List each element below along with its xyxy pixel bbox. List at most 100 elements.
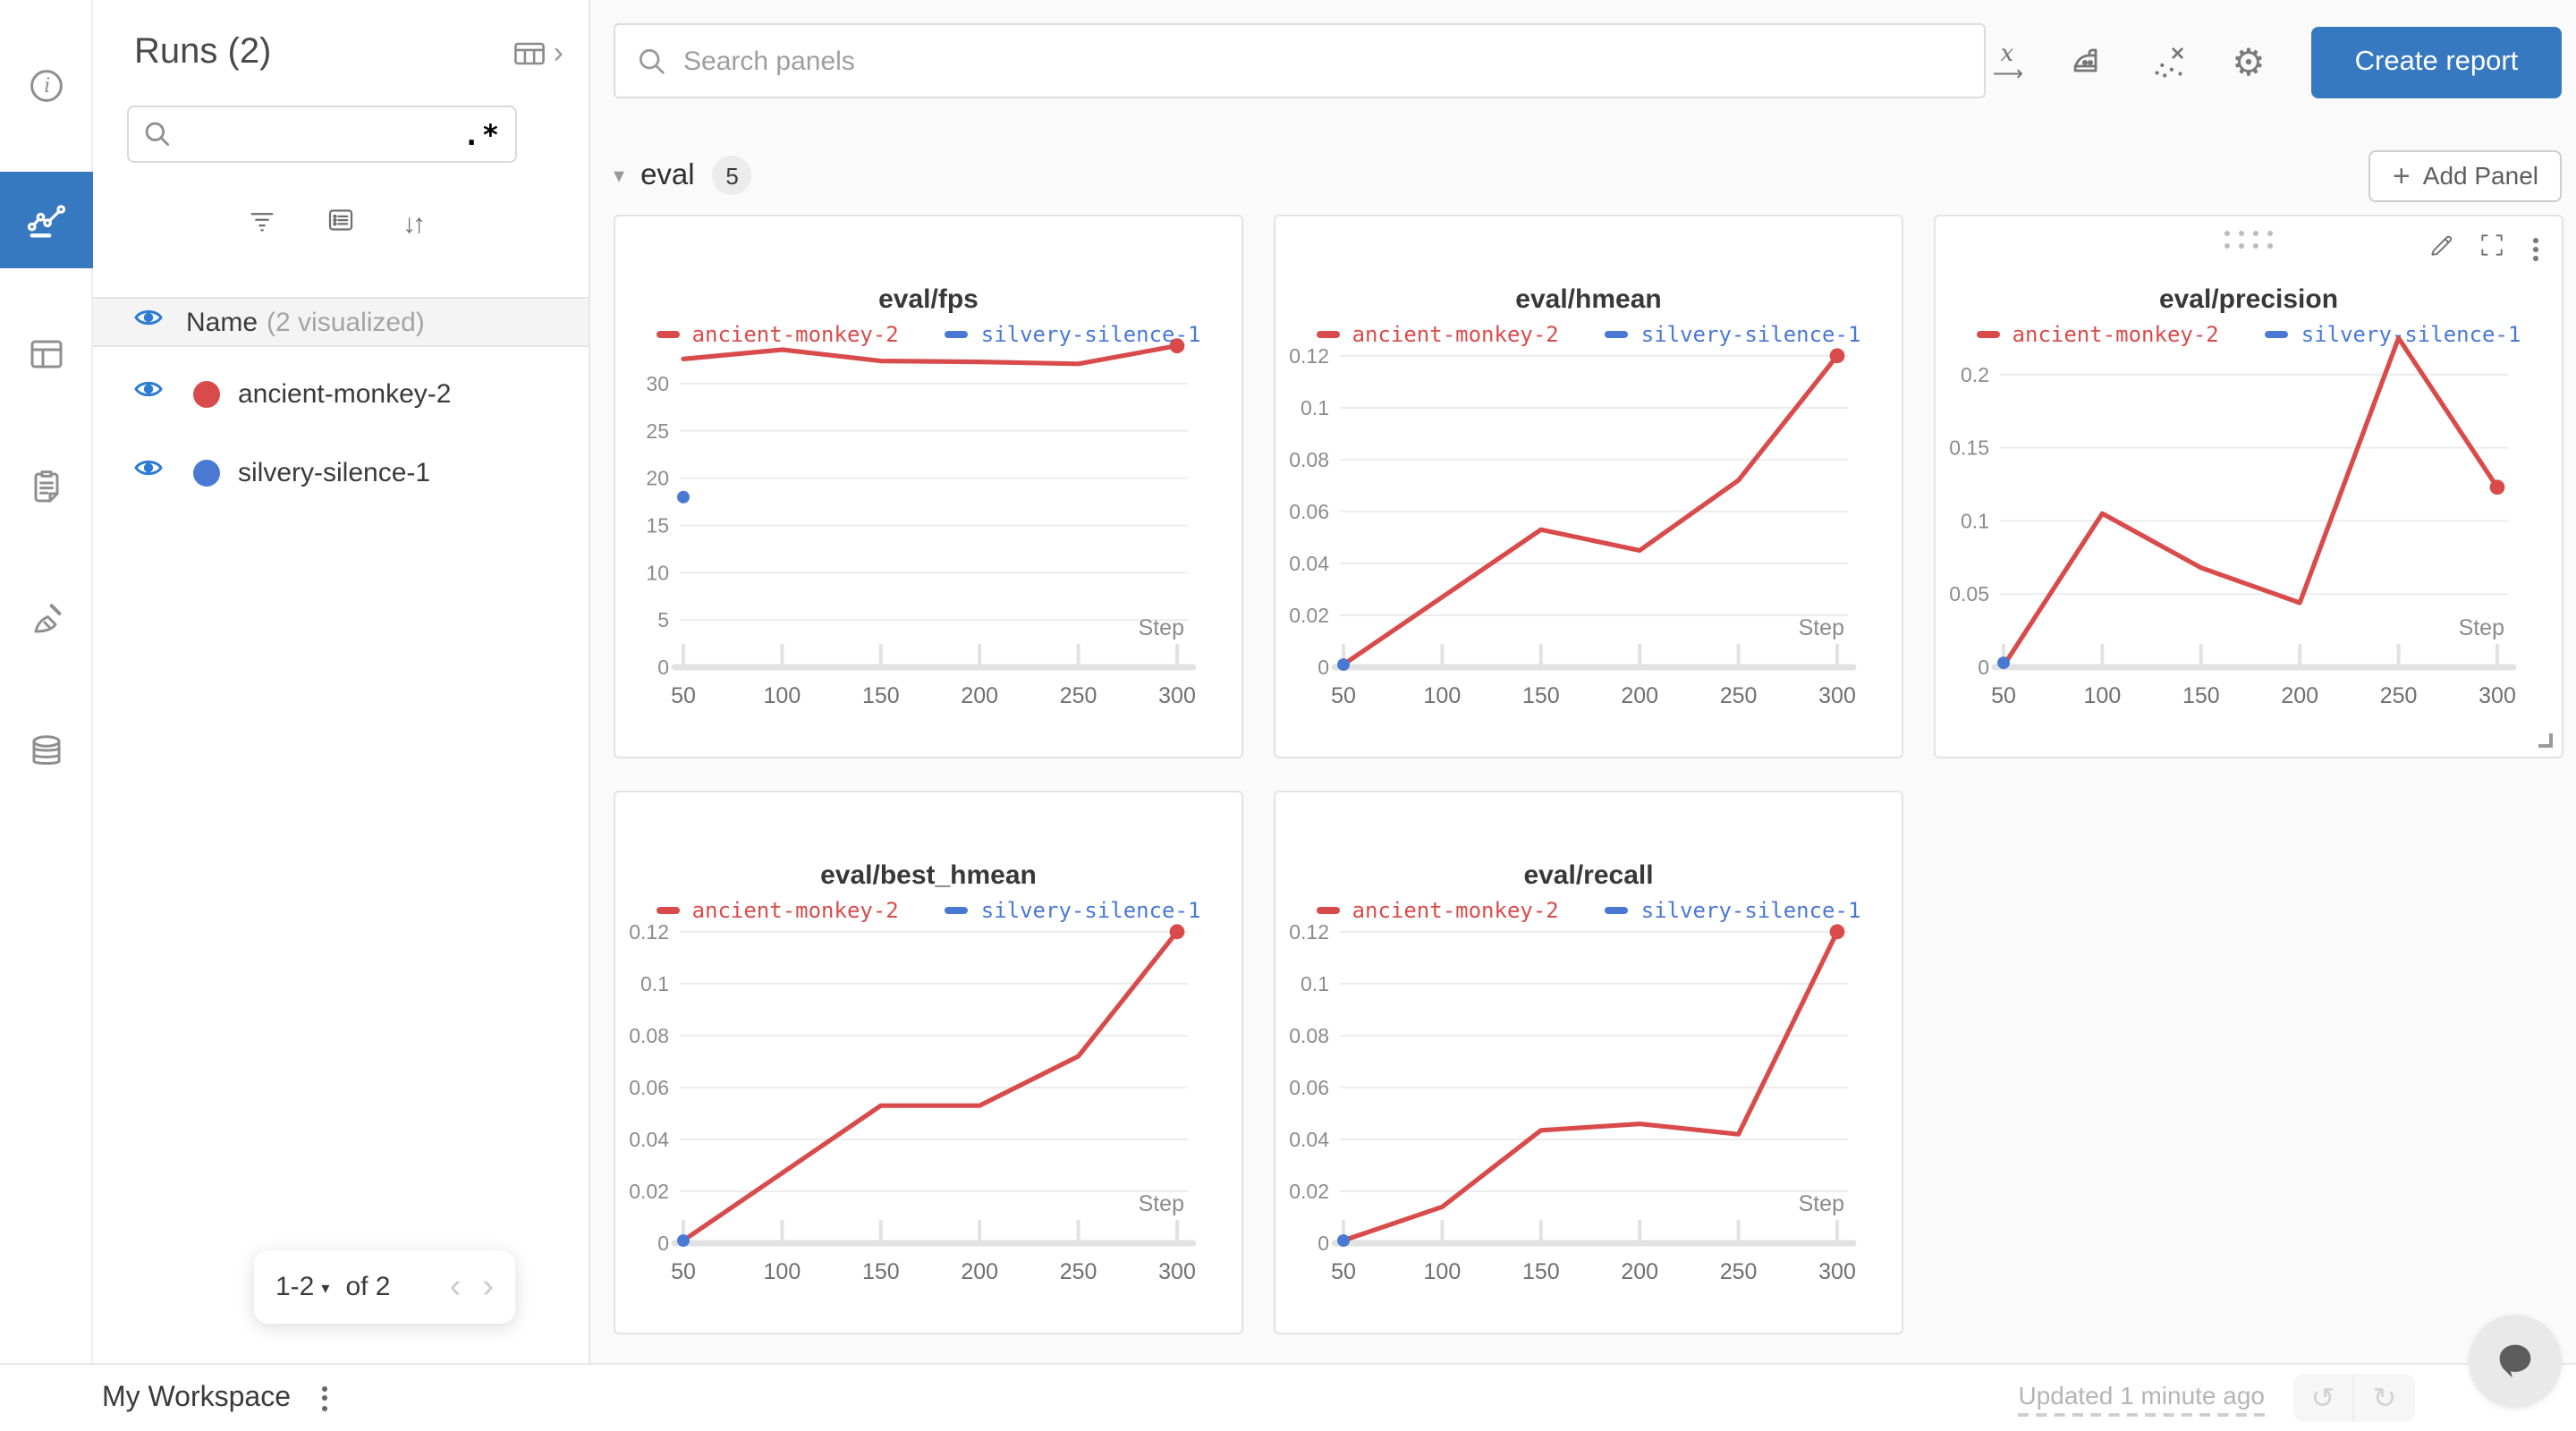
runs-name-header[interactable]: Name (2 visualized)	[93, 297, 589, 347]
regex-toggle[interactable]: .*	[462, 117, 501, 151]
legend-item[interactable]: ancient-monkey-2	[1316, 898, 1559, 923]
legend-item[interactable]: silvery-silence-1	[1605, 898, 1860, 923]
chart-panel[interactable]: eval/precision ancient-monkey-2 silvery-si…	[1934, 215, 2563, 758]
legend-item[interactable]: silvery-silence-1	[945, 322, 1200, 347]
svg-text:20: 20	[646, 467, 669, 490]
runs-table-expand-button[interactable]: ›	[511, 33, 564, 72]
svg-text:100: 100	[1424, 683, 1462, 708]
run-name[interactable]: silvery-silence-1	[238, 457, 431, 487]
legend-item[interactable]: silvery-silence-1	[945, 898, 1200, 923]
legend-item[interactable]: silvery-silence-1	[2265, 322, 2521, 347]
svg-text:200: 200	[1621, 683, 1658, 708]
panel-search-input[interactable]	[683, 46, 1962, 76]
status-bar: My Workspace Updated 1 minute ago ↺ ↻	[0, 1363, 2576, 1431]
rail-spacer	[0, 665, 91, 705]
chat-bubble-icon	[2499, 1344, 2531, 1378]
legend-item[interactable]: ancient-monkey-2	[1976, 322, 2219, 347]
svg-text:0.04: 0.04	[629, 1128, 669, 1151]
svg-text:0.02: 0.02	[629, 1180, 669, 1203]
legend-item[interactable]: ancient-monkey-2	[656, 322, 899, 347]
chart-canvas[interactable]: 0 5 10 15 20 25 30 50 100 150 200 250 300 Step	[615, 331, 1245, 760]
runs-search-box[interactable]: .*	[127, 106, 517, 163]
filter-icon[interactable]	[245, 204, 279, 245]
logs-icon[interactable]	[0, 440, 93, 533]
legend-item[interactable]: silvery-silence-1	[1605, 322, 1860, 347]
chevron-down-icon[interactable]: ▾	[321, 1279, 330, 1297]
svg-text:15: 15	[646, 513, 669, 537]
chevron-down-icon[interactable]: ▾	[614, 163, 625, 188]
chart-canvas[interactable]: 0 0.02 0.04 0.06 0.08 0.1 0.12 50 100 150 200 250 30…	[1275, 331, 1905, 760]
section-panel-count: 5	[712, 156, 752, 195]
svg-text:0.04: 0.04	[1289, 1128, 1329, 1151]
svg-text:Step: Step	[1799, 1191, 1844, 1216]
artifacts-icon[interactable]	[0, 705, 93, 798]
resize-handle[interactable]	[2538, 733, 2553, 748]
gear-icon[interactable]: ⚙	[2232, 42, 2266, 83]
smoothing-icon[interactable]	[2064, 38, 2111, 88]
svg-text:10: 10	[646, 561, 669, 584]
chart-panel[interactable]: eval/best_hmean ancient-monkey-2 silvery-s…	[614, 791, 1243, 1334]
legend-run-name: silvery-silence-1	[2301, 322, 2521, 347]
create-report-button[interactable]: Create report	[2311, 27, 2562, 98]
pagination-prev-button[interactable]: ‹	[449, 1268, 462, 1306]
run-row[interactable]: silvery-silence-1	[93, 433, 589, 512]
rail-spacer	[0, 132, 91, 172]
eye-icon[interactable]	[132, 306, 165, 338]
svg-text:25: 25	[646, 419, 669, 443]
svg-text:0.1: 0.1	[640, 972, 669, 995]
panel-menu-icon[interactable]	[2528, 236, 2544, 264]
chart-canvas[interactable]: 0 0.05 0.1 0.15 0.2 50 100 150 200 250 300 Step	[1936, 331, 2565, 760]
svg-text:0.08: 0.08	[629, 1024, 669, 1047]
svg-text:0.06: 0.06	[1289, 500, 1329, 523]
outliers-icon[interactable]	[2145, 38, 2191, 88]
svg-text:100: 100	[1424, 1259, 1462, 1284]
legend-swatch	[945, 907, 969, 914]
panel-search-box[interactable]	[614, 23, 1986, 98]
edit-panel-icon[interactable]	[2428, 231, 2456, 268]
chart-panel[interactable]: eval/recall ancient-monkey-2 silvery-silen…	[1274, 791, 1903, 1334]
chart-legend: ancient-monkey-2 silvery-silence-1	[1936, 322, 2562, 347]
redo-button[interactable]: ↻	[2372, 1384, 2397, 1414]
run-name[interactable]: ancient-monkey-2	[238, 378, 452, 409]
visible-columns-icon[interactable]	[324, 204, 358, 245]
workspace-menu-icon[interactable]	[321, 1385, 327, 1410]
eye-icon[interactable]	[132, 377, 165, 410]
svg-text:250: 250	[2380, 683, 2418, 708]
sweeps-icon[interactable]	[0, 572, 93, 665]
eye-icon[interactable]	[132, 456, 165, 488]
tables-icon[interactable]	[0, 308, 93, 401]
drag-handle-icon[interactable]	[2224, 231, 2273, 249]
legend-swatch	[945, 331, 969, 338]
chart-canvas[interactable]: 0 0.02 0.04 0.06 0.08 0.1 0.12 50 100 150 200 250 30…	[1275, 907, 1905, 1336]
chat-widget-button[interactable]	[2469, 1315, 2562, 1408]
pagination-next-button[interactable]: ›	[482, 1268, 494, 1306]
chart-panel[interactable]: eval/hmean ancient-monkey-2 silvery-silenc…	[1274, 215, 1903, 758]
fullscreen-icon[interactable]	[2478, 231, 2506, 268]
x-axis-settings-icon[interactable]: x ⟶	[1992, 40, 2023, 85]
svg-text:0: 0	[657, 1232, 669, 1255]
legend-item[interactable]: ancient-monkey-2	[656, 898, 899, 923]
svg-text:0.02: 0.02	[1289, 604, 1329, 627]
chart-panel[interactable]: eval/fps ancient-monkey-2 silvery-silence-…	[614, 215, 1243, 758]
chart-canvas[interactable]: 0 0.02 0.04 0.06 0.08 0.1 0.12 50 100 150 200 250 30…	[615, 907, 1245, 1336]
section-name[interactable]: eval	[640, 158, 695, 191]
last-updated-label[interactable]: Updated 1 minute ago	[2018, 1380, 2265, 1416]
rail-spacer	[0, 533, 91, 572]
svg-text:0.02: 0.02	[1289, 1180, 1329, 1203]
runs-visualized-note: (2 visualized)	[267, 307, 425, 337]
charts-icon[interactable]	[0, 172, 93, 268]
plus-icon: +	[2392, 158, 2411, 192]
add-panel-button[interactable]: + Add Panel	[2368, 149, 2562, 201]
sort-icon[interactable]: ↓↑	[402, 209, 426, 240]
run-row[interactable]: ancient-monkey-2	[93, 354, 589, 433]
legend-item[interactable]: ancient-monkey-2	[1316, 322, 1559, 347]
rail-spacer	[0, 268, 91, 308]
runs-sidebar: Runs (2) › .*	[93, 0, 590, 1363]
undo-button[interactable]: ↺	[2293, 1374, 2354, 1422]
overview-icon[interactable]: i	[0, 39, 93, 132]
workspace-title[interactable]: My Workspace	[102, 1382, 292, 1412]
icon-rail: i	[0, 0, 93, 1363]
pagination-range[interactable]: 1-2	[275, 1272, 315, 1302]
runs-search-input[interactable]	[184, 120, 463, 148]
